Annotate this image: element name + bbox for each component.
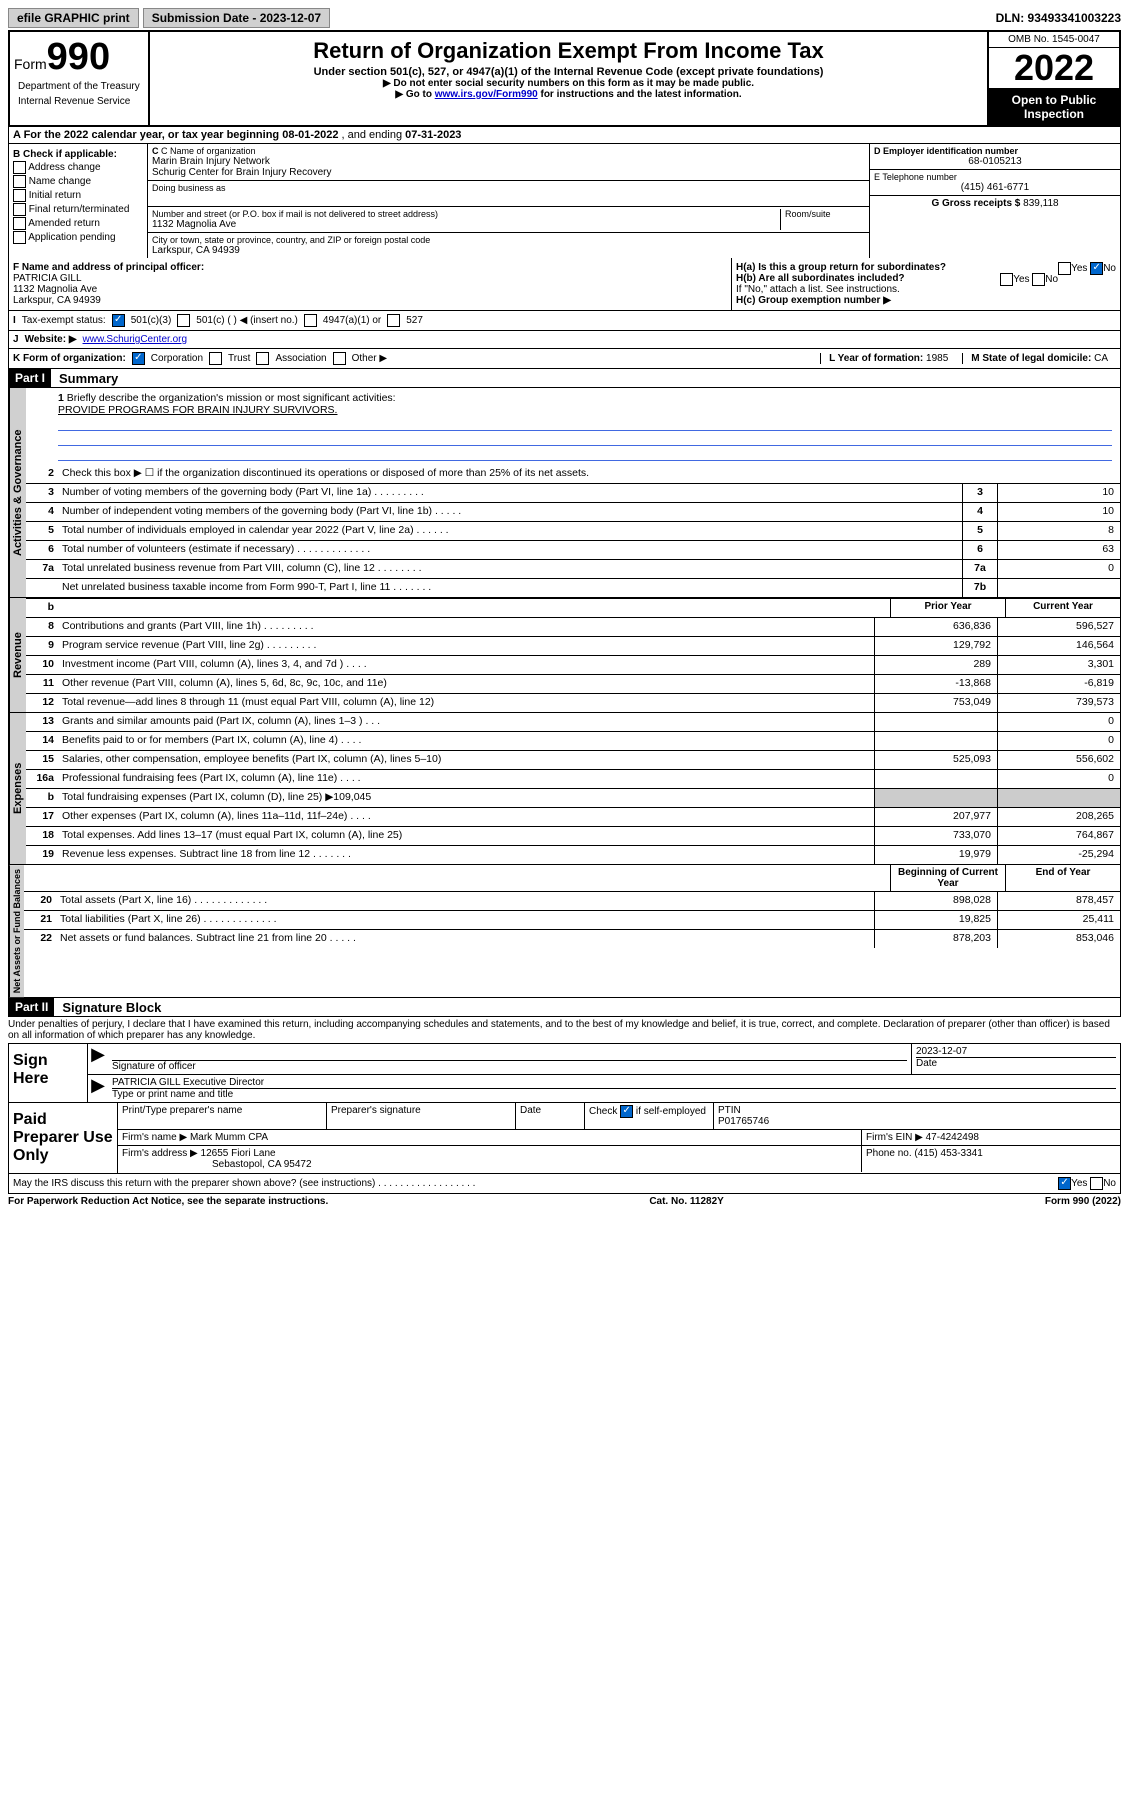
footer: For Paperwork Reduction Act Notice, see … [8,1194,1121,1209]
line-i: I Tax-exempt status: 501(c)(3) 501(c) ( … [8,311,1121,331]
check-b: B Check if applicable: Address change Na… [9,144,148,258]
sign-here-label: Sign Here [9,1044,88,1102]
officer-typed: PATRICIA GILL Executive Director [112,1077,1116,1089]
open-public: Open to PublicInspection [989,89,1119,125]
irs-label: Internal Revenue Service [14,94,144,109]
dept-treasury: Department of the Treasury [14,79,144,94]
form-title: Return of Organization Exempt From Incom… [154,38,983,64]
sig-date: 2023-12-07 [916,1046,1116,1058]
website-link[interactable]: www.SchurigCenter.org [83,334,188,345]
submission-btn[interactable]: Submission Date - 2023-12-07 [143,8,330,28]
summary-line: 5Total number of individuals employed in… [26,522,1120,541]
summary-line: bTotal fundraising expenses (Part IX, co… [26,789,1120,808]
note-ssn: ▶ Do not enter social security numbers o… [154,78,983,89]
tax-year: 2022 [989,48,1119,89]
ptin: P01765746 [718,1116,1116,1127]
summary-line: 6Total number of volunteers (estimate if… [26,541,1120,560]
org-city: Larkspur, CA 94939 [152,245,865,256]
gross-receipts: 839,118 [1023,198,1058,209]
officer-name: PATRICIA GILL [13,273,82,284]
summary-line: 8Contributions and grants (Part VIII, li… [26,618,1120,637]
mission-text: PROVIDE PROGRAMS FOR BRAIN INJURY SURVIV… [58,404,337,416]
irs-link[interactable]: www.irs.gov/Form990 [435,89,538,100]
penalty-text: Under penalties of perjury, I declare th… [8,1017,1121,1043]
summary-line: 13Grants and similar amounts paid (Part … [26,713,1120,732]
summary-line: 16aProfessional fundraising fees (Part I… [26,770,1120,789]
org-name-2: Schurig Center for Brain Injury Recovery [152,167,865,178]
tab-expenses: Expenses [9,713,26,864]
summary-line: 14Benefits paid to or for members (Part … [26,732,1120,751]
tab-revenue: Revenue [9,598,26,712]
section-a: A For the 2022 calendar year, or tax yea… [8,125,1121,144]
net-section: Net Assets or Fund Balances Beginning of… [8,865,1121,998]
line-klm: K Form of organization: Corporation Trus… [8,349,1121,369]
may-irs-row: May the IRS discuss this return with the… [8,1174,1121,1194]
org-name-1: Marin Brain Injury Network [152,156,865,167]
form-header: Form990 Department of the Treasury Inter… [8,30,1121,125]
summary-line: 22Net assets or fund balances. Subtract … [24,930,1120,948]
summary-line: 18Total expenses. Add lines 13–17 (must … [26,827,1120,846]
exp-section: Expenses 13Grants and similar amounts pa… [8,713,1121,865]
officer-group-row: F Name and address of principal officer:… [8,258,1121,311]
rev-section: Revenue b Prior Year Current Year 8Contr… [8,598,1121,713]
summary-line: 10Investment income (Part VIII, column (… [26,656,1120,675]
summary-line: 3Number of voting members of the governi… [26,484,1120,503]
summary-line: Net unrelated business taxable income fr… [26,579,1120,597]
summary-line: 12Total revenue—add lines 8 through 11 (… [26,694,1120,712]
501c3-check [112,314,125,327]
line-j: J Website: ▶ www.SchurigCenter.org [8,331,1121,349]
summary-line: 15Salaries, other compensation, employee… [26,751,1120,770]
summary-line: 4Number of independent voting members of… [26,503,1120,522]
form-number: Form990 [14,36,144,79]
dln-text: DLN: 93493341003223 [996,11,1121,25]
summary-line: 11Other revenue (Part VIII, column (A), … [26,675,1120,694]
part2-header: Part II Signature Block [8,998,1121,1017]
ein: 68-0105213 [874,156,1116,167]
org-address: 1132 Magnolia Ave [152,219,780,230]
note-link: ▶ Go to www.irs.gov/Form990 for instruct… [154,89,983,100]
summary-line: 19Revenue less expenses. Subtract line 1… [26,846,1120,864]
efile-btn[interactable]: efile GRAPHIC print [8,8,139,28]
signature-block: Sign Here ▶ Signature of officer 2023-12… [8,1043,1121,1174]
tab-governance: Activities & Governance [9,388,26,597]
summary-line: 21Total liabilities (Part X, line 26) . … [24,911,1120,930]
summary-line: 17Other expenses (Part IX, column (A), l… [26,808,1120,827]
paid-preparer-label: Paid Preparer Use Only [9,1103,118,1173]
phone: (415) 461-6771 [874,182,1116,193]
summary-line: 20Total assets (Part X, line 16) . . . .… [24,892,1120,911]
omb-number: OMB No. 1545-0047 [989,32,1119,48]
firm-name: Mark Mumm CPA [190,1132,268,1143]
part1-header: Part I Summary [8,369,1121,388]
form-subtitle: Under section 501(c), 527, or 4947(a)(1)… [154,66,983,78]
org-info-grid: B Check if applicable: Address change Na… [8,144,1121,258]
top-bar: efile GRAPHIC print Submission Date - 20… [8,8,1121,28]
tab-net-assets: Net Assets or Fund Balances [9,865,24,997]
summary-line: 7aTotal unrelated business revenue from … [26,560,1120,579]
summary-line: 9Program service revenue (Part VIII, lin… [26,637,1120,656]
gov-section: Activities & Governance 1 Briefly descri… [8,388,1121,598]
